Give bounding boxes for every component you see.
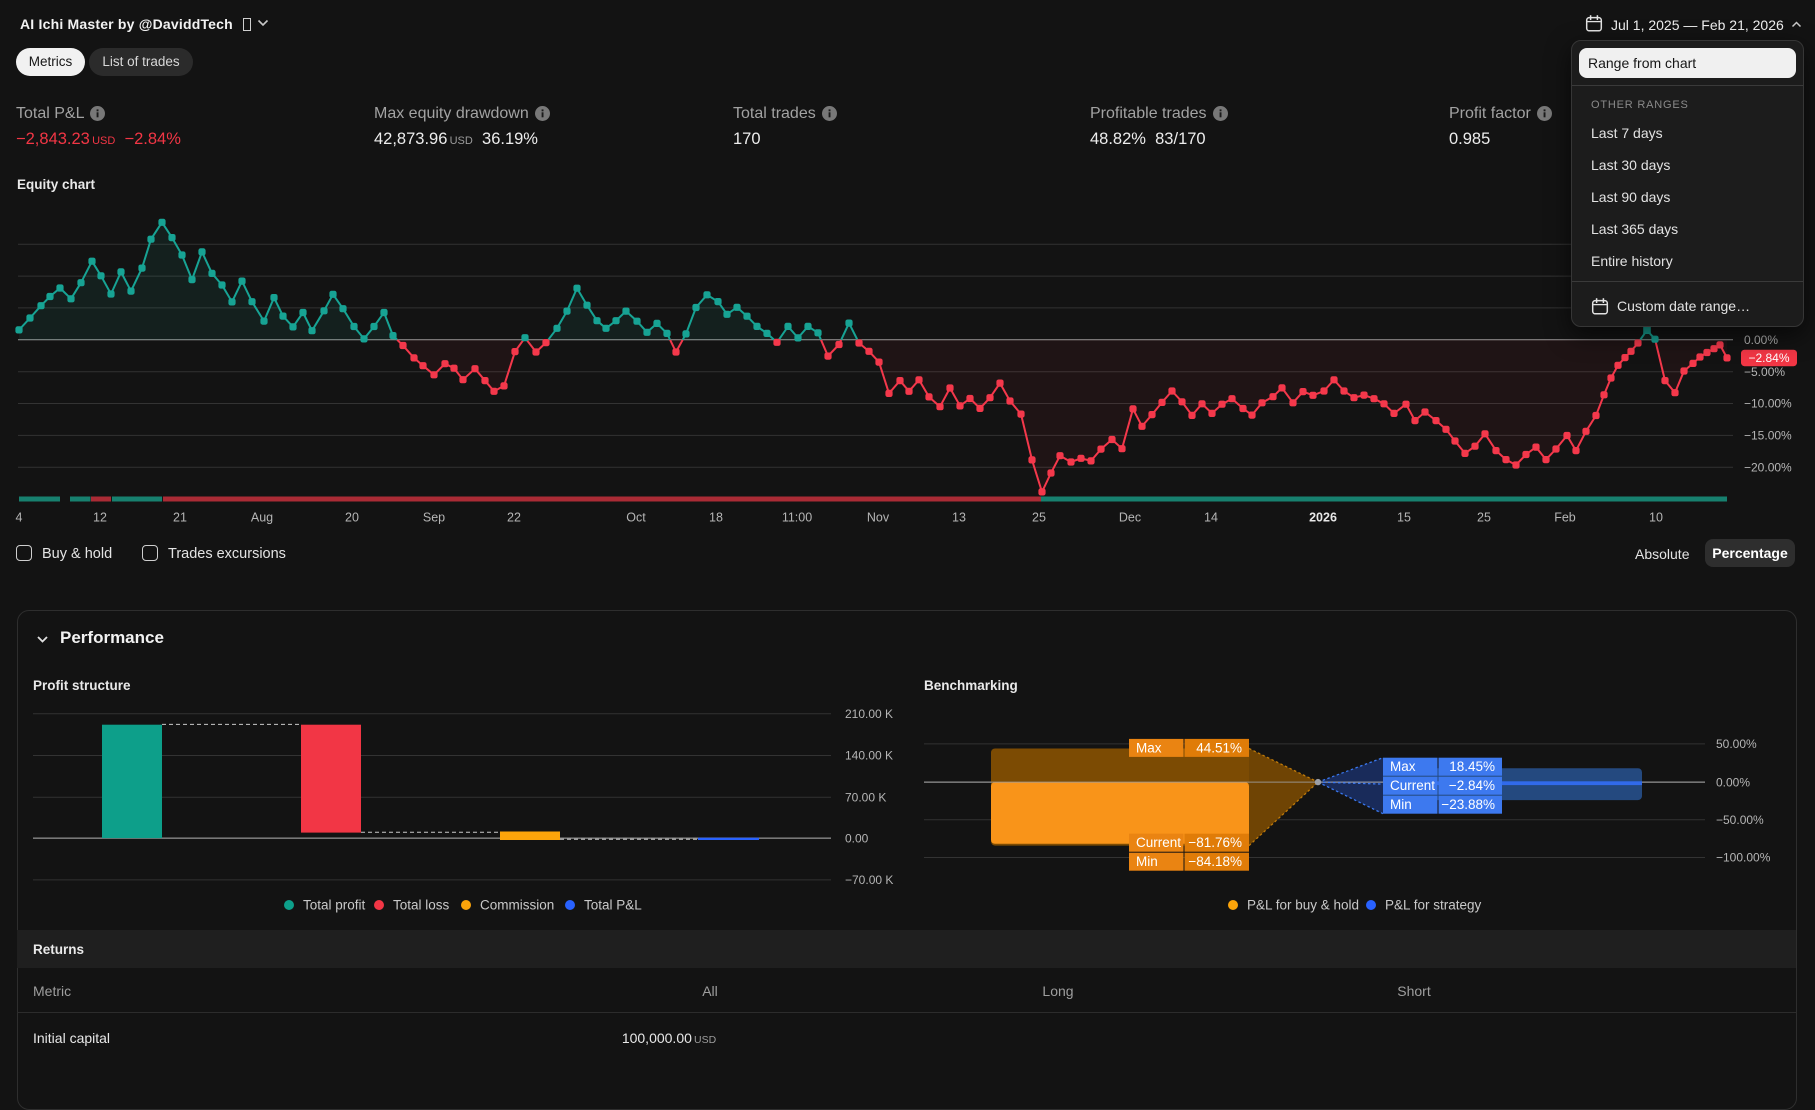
svg-text:Dec: Dec <box>1119 511 1141 525</box>
svg-text:Max: Max <box>1390 759 1416 774</box>
svg-text:−2.84%: −2.84% <box>1449 778 1495 793</box>
svg-text:−23.88%: −23.88% <box>1441 797 1495 812</box>
svg-text:Oct: Oct <box>626 511 646 525</box>
svg-text:P&L for buy & hold: P&L for buy & hold <box>1247 898 1359 913</box>
svg-text:18: 18 <box>709 511 723 525</box>
svg-text:25: 25 <box>1477 511 1491 525</box>
svg-text:Aug: Aug <box>251 511 273 525</box>
svg-text:140.00 K: 140.00 K <box>845 749 893 763</box>
svg-text:Commission: Commission <box>480 898 554 913</box>
svg-text:4: 4 <box>16 511 23 525</box>
svg-text:Total profit: Total profit <box>303 898 366 913</box>
svg-text:Total P&L: Total P&L <box>584 898 642 913</box>
svg-text:13: 13 <box>952 511 966 525</box>
svg-text:0.00%: 0.00% <box>1744 333 1778 347</box>
svg-text:21: 21 <box>173 511 187 525</box>
svg-text:Current: Current <box>1136 835 1181 850</box>
svg-text:12: 12 <box>93 511 107 525</box>
svg-text:Nov: Nov <box>867 511 890 525</box>
svg-text:11:00: 11:00 <box>782 511 812 525</box>
svg-text:P&L for strategy: P&L for strategy <box>1385 898 1482 913</box>
svg-text:22: 22 <box>507 511 521 525</box>
svg-text:Min: Min <box>1136 854 1158 869</box>
svg-text:18.45%: 18.45% <box>1449 759 1495 774</box>
svg-text:210.00 K: 210.00 K <box>845 707 893 721</box>
svg-text:−70.00 K: −70.00 K <box>845 873 893 887</box>
svg-text:0.00: 0.00 <box>845 831 869 845</box>
svg-text:Min: Min <box>1390 797 1412 812</box>
svg-text:Max: Max <box>1136 740 1162 755</box>
svg-text:Sep: Sep <box>423 511 445 525</box>
svg-text:Current: Current <box>1390 778 1435 793</box>
svg-text:−84.18%: −84.18% <box>1188 854 1242 869</box>
svg-text:20: 20 <box>345 511 359 525</box>
svg-text:2026: 2026 <box>1309 511 1337 525</box>
svg-text:44.51%: 44.51% <box>1196 740 1242 755</box>
svg-text:70.00 K: 70.00 K <box>845 791 886 805</box>
svg-text:0.00%: 0.00% <box>1716 775 1750 789</box>
svg-text:Total loss: Total loss <box>393 898 450 913</box>
svg-text:−100.00%: −100.00% <box>1716 851 1771 865</box>
svg-text:−5.00%: −5.00% <box>1744 365 1785 379</box>
svg-text:−15.00%: −15.00% <box>1744 429 1792 443</box>
svg-text:−10.00%: −10.00% <box>1744 397 1792 411</box>
svg-text:−20.00%: −20.00% <box>1744 460 1792 474</box>
svg-text:15: 15 <box>1397 511 1411 525</box>
svg-text:10: 10 <box>1649 511 1663 525</box>
svg-text:14: 14 <box>1204 511 1218 525</box>
svg-text:−81.76%: −81.76% <box>1188 835 1242 850</box>
svg-text:25: 25 <box>1032 511 1046 525</box>
svg-text:−2.84%: −2.84% <box>1748 351 1789 365</box>
svg-text:50.00%: 50.00% <box>1716 737 1757 751</box>
svg-text:−50.00%: −50.00% <box>1716 813 1764 827</box>
svg-text:Feb: Feb <box>1554 511 1576 525</box>
